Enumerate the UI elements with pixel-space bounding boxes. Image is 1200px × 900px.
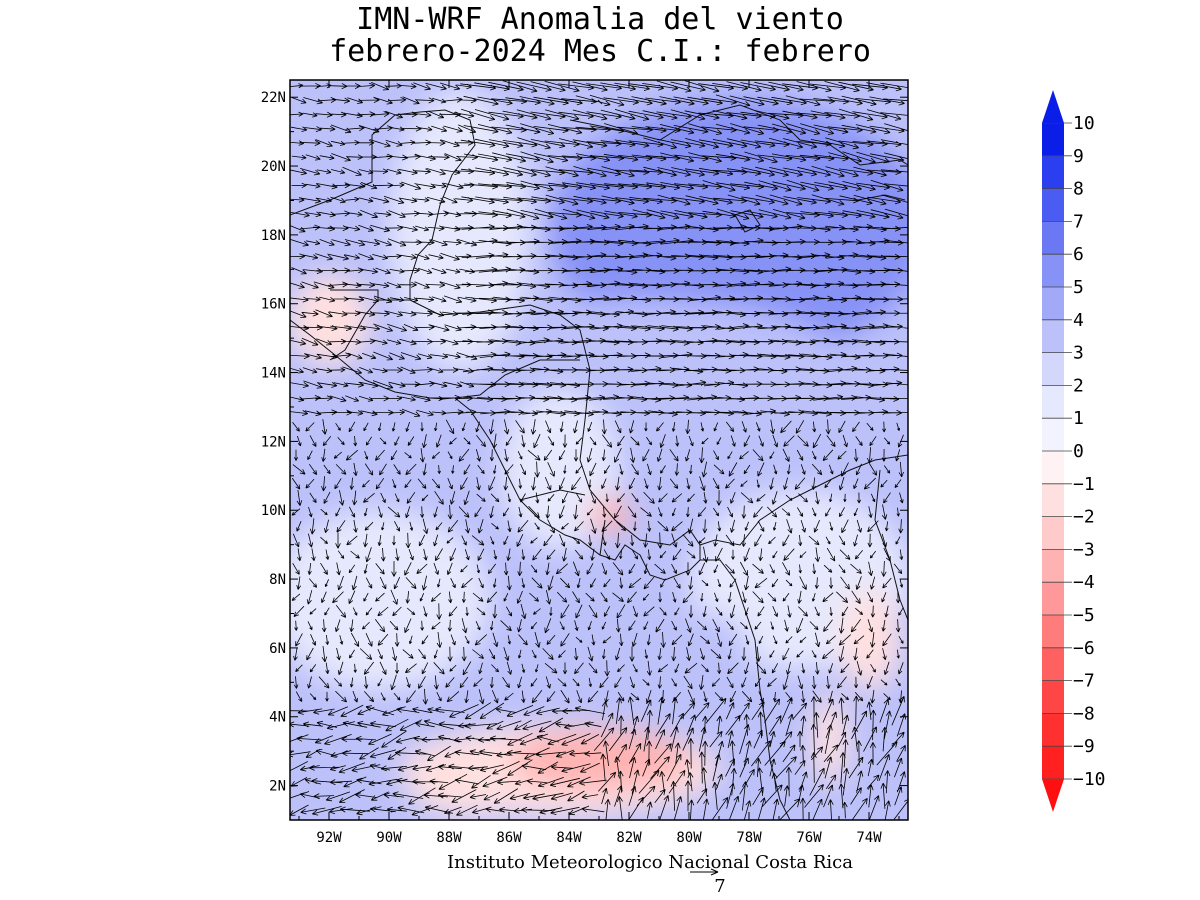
colorbar-label: 2 — [1073, 375, 1084, 396]
wind-vectors — [290, 80, 908, 820]
lat-tick-label: 6N — [269, 641, 286, 657]
colorbar-segment — [1042, 549, 1064, 583]
colorbar-segment — [1042, 188, 1064, 222]
colorbar-segment — [1042, 123, 1064, 157]
colorbar-label: −10 — [1073, 769, 1106, 790]
lat-tick-label: 18N — [261, 228, 286, 244]
colorbar-label: 7 — [1073, 211, 1084, 232]
colorbar-label: 0 — [1073, 441, 1084, 462]
lon-tick-label: 90W — [376, 830, 402, 846]
colorbar-segment — [1042, 746, 1064, 780]
colorbar-label: −7 — [1073, 671, 1095, 692]
colorbar-segment — [1042, 254, 1064, 288]
colorbar-label: −1 — [1073, 474, 1095, 495]
colorbar-label: 10 — [1073, 113, 1095, 134]
colorbar-segment — [1042, 319, 1064, 354]
colorbar-segment — [1042, 221, 1064, 255]
lon-tick-label: 86W — [496, 830, 522, 846]
lon-tick-label: 84W — [556, 830, 582, 846]
colorbar-label: −2 — [1073, 507, 1095, 528]
colorbar-segment — [1042, 451, 1064, 485]
lat-tick-label: 20N — [261, 159, 286, 175]
colorbar-label: 9 — [1073, 146, 1084, 167]
lat-tick-label: 8N — [269, 572, 286, 588]
lon-tick-label: 82W — [616, 830, 642, 846]
colorbar-segment — [1042, 582, 1064, 616]
lat-tick-label: 16N — [261, 297, 286, 313]
lat-tick-label: 22N — [261, 90, 286, 106]
lon-tick-label: 88W — [436, 830, 462, 846]
colorbar-label: 4 — [1073, 310, 1084, 331]
colorbar-segment — [1042, 155, 1064, 190]
reference-vector-arrow — [690, 868, 719, 876]
colorbar-over-arrow — [1042, 90, 1064, 123]
colorbar-segment — [1042, 713, 1064, 747]
map-title: IMN-WRF Anomalia del viento — [356, 2, 844, 37]
lon-tick-label: 80W — [676, 830, 702, 846]
lat-tick-label: 2N — [269, 779, 286, 795]
colorbar-segment — [1042, 418, 1064, 452]
colorbar-label: 5 — [1073, 277, 1084, 298]
lat-tick-label: 4N — [269, 710, 286, 726]
colorbar-label: −4 — [1073, 572, 1095, 593]
lon-tick-label: 76W — [796, 830, 822, 846]
colorbar-segment — [1042, 483, 1064, 518]
lat-tick-label: 14N — [261, 366, 286, 382]
colorbar-label: −8 — [1073, 703, 1095, 724]
colorbar-segment — [1042, 385, 1064, 419]
lon-tick-label: 74W — [856, 830, 882, 846]
colorbar-segment — [1042, 516, 1064, 550]
lat-tick-label: 12N — [261, 434, 286, 450]
colorbar-label: −3 — [1073, 539, 1095, 560]
colorbar-label: −6 — [1073, 638, 1095, 659]
map-subtitle: febrero-2024 Mes C.I.: febrero — [329, 34, 871, 69]
colorbar-under-arrow — [1042, 779, 1064, 812]
reference-vector-label: 7 — [714, 876, 726, 897]
colorbar-label: 8 — [1073, 179, 1084, 200]
colorbar-segment — [1042, 287, 1064, 321]
colorbar-segment — [1042, 615, 1064, 649]
colorbar-label: 6 — [1073, 244, 1084, 265]
colorbar-segment — [1042, 352, 1064, 386]
colorbar-segment — [1042, 647, 1064, 682]
lon-tick-label: 78W — [736, 830, 762, 846]
colorbar-segment — [1042, 680, 1064, 714]
colorbar-label: 1 — [1073, 408, 1084, 429]
colorbar-label: −9 — [1073, 736, 1095, 757]
axes: 92W 90W 88W 86W 84W 82W 80W 78W 76W 74W 22N 20N 18N 1… — [261, 80, 908, 846]
lat-tick-label: 10N — [261, 503, 286, 519]
lon-tick-label: 92W — [316, 830, 342, 846]
colorbar-label: 3 — [1073, 343, 1084, 364]
colorbar-label: −5 — [1073, 605, 1095, 626]
credit-text: Instituto Meteorologico Nacional Costa R… — [447, 852, 853, 873]
